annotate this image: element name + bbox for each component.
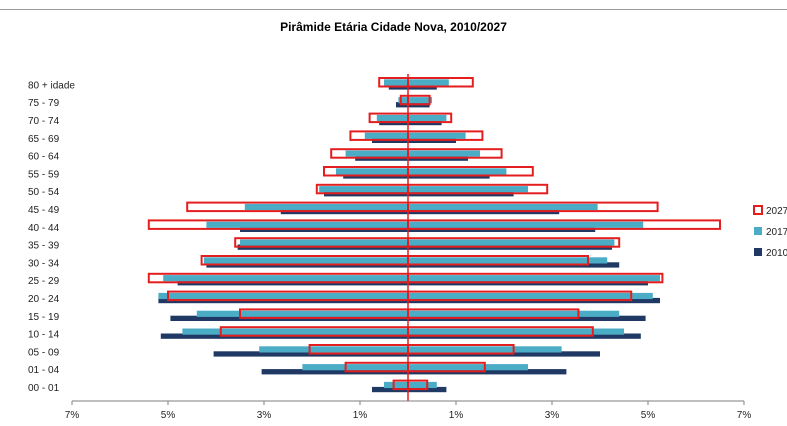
bar-2017-left (336, 168, 408, 175)
bar-2010-right (408, 369, 567, 375)
x-tick-label: 3% (257, 410, 272, 421)
category-label: 65 - 69 (28, 134, 60, 145)
bar-2017-left (364, 132, 408, 139)
category-label: 15 - 19 (28, 312, 60, 323)
category-label: 25 - 29 (28, 276, 60, 287)
category-label: 60 - 64 (28, 152, 60, 163)
bar-2017-left (204, 257, 408, 264)
category-label: 75 - 79 (28, 98, 60, 109)
bar-2017-right (408, 310, 620, 317)
bar-2017-left (384, 381, 408, 389)
legend-swatch-2017 (754, 227, 762, 235)
bar-2017-left (319, 186, 408, 193)
bar-2017-right (408, 203, 598, 211)
bar-2017-left (206, 221, 408, 228)
category-label: 20 - 24 (28, 294, 60, 305)
legend-label-2027: 2027 (766, 206, 787, 217)
bar-2017-left (163, 275, 408, 282)
bar-2017-right (408, 239, 615, 246)
category-label: 35 - 39 (28, 241, 60, 252)
bar-2017-right (408, 292, 653, 300)
bar-2017-right (408, 328, 624, 335)
bar-2017-left (384, 79, 408, 86)
bar-2017-right (408, 221, 644, 228)
bar-2017-left (182, 328, 408, 335)
x-tick-label: 5% (161, 410, 176, 421)
x-tick-label: 1% (449, 410, 464, 421)
x-tick-label: 7% (737, 410, 752, 421)
category-label: 50 - 54 (28, 187, 60, 198)
bar-2017-left (259, 346, 408, 353)
category-label: 01 - 04 (28, 365, 60, 376)
bar-2017-right (408, 150, 480, 157)
category-label: 70 - 74 (28, 116, 60, 127)
bar-2017-right (408, 114, 447, 122)
bar-2017-right (408, 346, 562, 353)
bar-2017-left (345, 150, 408, 157)
category-label: 80 + idade (28, 80, 75, 91)
legend-swatch-2010 (754, 248, 762, 256)
bar-2017-left (398, 97, 408, 104)
bar-2017-left (158, 292, 408, 300)
bar-2017-right (408, 275, 660, 282)
bar-2017-right (408, 186, 528, 193)
bar-2010-left (261, 369, 408, 375)
bar-2017-left (196, 310, 408, 317)
bar-2017-left (240, 239, 408, 246)
bar-2010-left (372, 386, 408, 393)
bar-2017-right (408, 364, 528, 371)
bar-2017-right (408, 257, 608, 264)
bar-2017-left (302, 364, 408, 371)
legend-swatch-2027 (753, 205, 763, 215)
category-label: 55 - 59 (28, 169, 60, 180)
chart-title: Pirâmide Etária Cidade Nova, 2010/2027 (280, 20, 507, 34)
category-label: 05 - 09 (28, 347, 60, 358)
top-rule (0, 9, 787, 10)
legend-label-2010: 2010 (766, 248, 787, 259)
bar-2017-right (408, 168, 507, 175)
bar-2017-right (408, 381, 437, 389)
bar-2017-right (408, 97, 432, 104)
bar-2017-left (244, 203, 408, 211)
bar-2017-left (376, 114, 408, 122)
x-tick-label: 3% (545, 410, 560, 421)
x-tick-label: 5% (641, 410, 656, 421)
category-label: 10 - 14 (28, 330, 60, 341)
category-label: 00 - 01 (28, 383, 60, 394)
x-tick-label: 1% (353, 410, 368, 421)
category-label: 40 - 44 (28, 223, 60, 234)
bar-2017-right (408, 132, 466, 139)
category-label: 30 - 34 (28, 258, 60, 269)
category-label: 45 - 49 (28, 205, 60, 216)
legend-label-2017: 2017 (766, 227, 787, 238)
bar-2017-right (408, 79, 449, 86)
x-tick-label: 7% (65, 410, 80, 421)
